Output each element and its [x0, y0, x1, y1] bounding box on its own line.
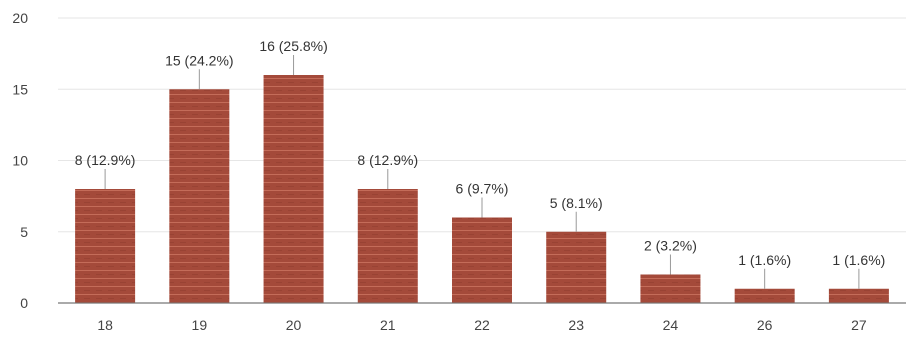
y-tick-label: 0: [20, 295, 28, 311]
x-tick-label: 21: [380, 317, 396, 333]
bar-18: [75, 189, 136, 303]
x-tick-label: 18: [97, 317, 113, 333]
data-label: 8 (12.9%): [357, 152, 418, 168]
bar-19: [169, 89, 230, 303]
data-label: 6 (9.7%): [456, 181, 509, 197]
data-label: 1 (1.6%): [832, 252, 885, 268]
data-label: 5 (8.1%): [550, 195, 603, 211]
x-tick-label: 19: [192, 317, 208, 333]
y-axis-ticks: 0 5 10 15 20: [12, 10, 28, 311]
data-labels: 8 (12.9%) 15 (24.2%) 16 (25.8%) 8 (12.9%) 6 …: [75, 38, 885, 289]
y-tick-label: 10: [12, 153, 28, 169]
bar-21: [357, 189, 418, 303]
x-tick-label: 23: [568, 317, 584, 333]
x-tick-label: 22: [474, 317, 490, 333]
x-tick-label: 24: [663, 317, 679, 333]
bar-27: [828, 288, 889, 303]
data-label: 16 (25.8%): [259, 38, 327, 54]
data-label: 15 (24.2%): [165, 52, 233, 68]
x-axis-ticks: 18 19 20 21 22 23 24 26 27: [97, 317, 867, 333]
x-tick-label: 26: [757, 317, 773, 333]
y-tick-label: 5: [20, 224, 28, 240]
bars: [75, 75, 889, 303]
data-label: 1 (1.6%): [738, 252, 791, 268]
bar-24: [640, 274, 701, 303]
x-tick-label: 20: [286, 317, 302, 333]
x-tick-label: 27: [851, 317, 867, 333]
bar-23: [546, 231, 607, 303]
bar-20: [263, 75, 324, 303]
y-tick-label: 20: [12, 10, 28, 26]
bar-22: [452, 217, 512, 303]
data-label: 2 (3.2%): [644, 238, 697, 254]
bar-26: [734, 288, 795, 303]
y-tick-label: 15: [12, 81, 28, 97]
data-label: 8 (12.9%): [75, 152, 136, 168]
